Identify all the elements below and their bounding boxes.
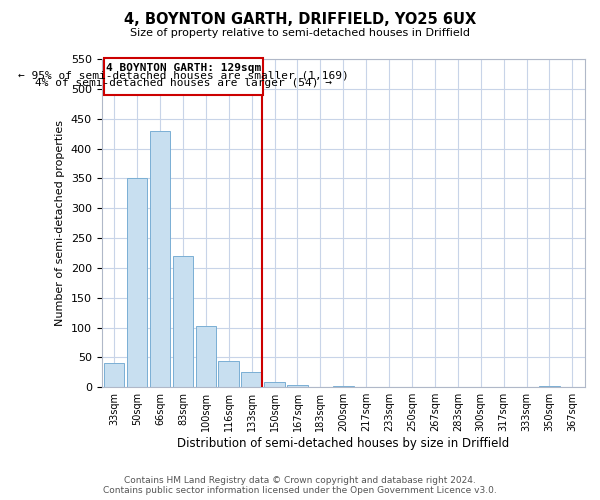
Bar xyxy=(287,385,308,387)
Text: Contains HM Land Registry data © Crown copyright and database right 2024.
Contai: Contains HM Land Registry data © Crown c… xyxy=(103,476,497,495)
Text: 4 BOYNTON GARTH: 129sqm: 4 BOYNTON GARTH: 129sqm xyxy=(106,63,261,73)
Y-axis label: Number of semi-detached properties: Number of semi-detached properties xyxy=(55,120,65,326)
FancyBboxPatch shape xyxy=(104,58,263,95)
Bar xyxy=(150,130,170,387)
Bar xyxy=(196,326,216,387)
Text: ← 95% of semi-detached houses are smaller (1,169): ← 95% of semi-detached houses are smalle… xyxy=(18,71,349,81)
Bar xyxy=(264,382,285,387)
Text: 4% of semi-detached houses are larger (54) →: 4% of semi-detached houses are larger (5… xyxy=(35,78,332,88)
Text: Size of property relative to semi-detached houses in Driffield: Size of property relative to semi-detach… xyxy=(130,28,470,38)
Bar xyxy=(127,178,148,387)
Text: 4, BOYNTON GARTH, DRIFFIELD, YO25 6UX: 4, BOYNTON GARTH, DRIFFIELD, YO25 6UX xyxy=(124,12,476,28)
Bar xyxy=(539,386,560,387)
Bar xyxy=(173,256,193,387)
Bar xyxy=(241,372,262,387)
Bar xyxy=(218,361,239,387)
Bar xyxy=(333,386,353,387)
Bar xyxy=(104,364,124,387)
X-axis label: Distribution of semi-detached houses by size in Driffield: Distribution of semi-detached houses by … xyxy=(177,437,509,450)
